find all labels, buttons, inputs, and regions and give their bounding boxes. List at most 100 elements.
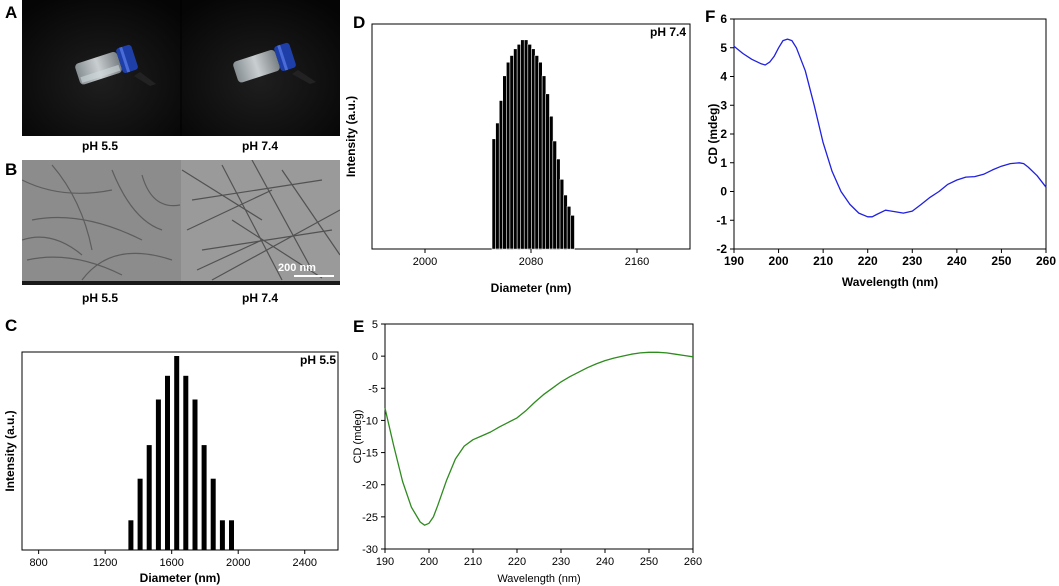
fibril-strands-right <box>181 160 340 281</box>
bar-18 <box>556 158 561 250</box>
y-tick-label-4: 2 <box>720 127 727 141</box>
bar-9 <box>210 478 216 550</box>
series-line-0 <box>733 38 1047 218</box>
y-tick-label-0: 5 <box>372 319 378 331</box>
x-axis-label: Wavelength (nm) <box>497 573 580 585</box>
bar-4 <box>506 61 511 250</box>
bar-5 <box>509 55 514 250</box>
y-tick-label-5: -20 <box>362 480 378 492</box>
vial-ph55 <box>75 44 138 85</box>
bar-7 <box>192 399 198 550</box>
x-tick-label-6: 250 <box>640 556 658 568</box>
bar-3 <box>155 399 161 550</box>
bar-14 <box>541 75 547 250</box>
annotation: pH 7.4 <box>650 25 686 39</box>
panel-letter-f: F <box>705 7 716 26</box>
y-tick-label-7: -30 <box>362 544 378 556</box>
y-tick-label-3: 3 <box>720 98 727 112</box>
tem-image-panel <box>22 160 340 285</box>
y-axis-label: Intensity (a.u.) <box>3 410 17 491</box>
chart-c-dls-ph55: 800 1200 1600 2000 2400 Diameter (nm) Intensit… <box>3 351 339 585</box>
bar-2 <box>146 445 152 550</box>
y-tick-label-6: 0 <box>720 185 727 199</box>
x-tick-label-7: 260 <box>684 556 702 568</box>
bar-6 <box>183 375 189 550</box>
panel-letter-c: C <box>5 316 18 335</box>
scale-bar-label: 200 nm <box>278 262 316 274</box>
y-tick-label-3: -10 <box>362 415 378 427</box>
chart-f-cd-ph74: 190 200 210 220 230 240 250 2606543210-1-2Wavel… <box>706 12 1056 289</box>
x-axis-label: Wavelength (nm) <box>842 275 938 289</box>
x-tick-label-4: 230 <box>902 254 922 268</box>
annotation: pH 5.5 <box>300 353 336 367</box>
tem-image-art <box>22 160 340 285</box>
bar-12 <box>534 55 539 250</box>
y-tick-label-7: -1 <box>716 213 727 227</box>
x-tick-label-6: 250 <box>991 254 1011 268</box>
bar-11 <box>229 520 234 550</box>
bar-8 <box>201 445 207 550</box>
plot-frame <box>384 323 694 550</box>
bar-17 <box>552 140 557 250</box>
x-tick-label-1: 200 <box>420 556 438 568</box>
y-tick-label-6: -25 <box>362 512 378 524</box>
x-tick-label-2: 210 <box>464 556 482 568</box>
x-tick-label-1: 1200 <box>93 557 117 569</box>
y-tick-label-2: -5 <box>368 383 378 395</box>
x-axis-label: Diameter (nm) <box>140 571 221 585</box>
bar-9 <box>523 39 529 250</box>
x-tick-label-2: 210 <box>813 254 833 268</box>
bar-3 <box>502 75 507 250</box>
series-line-0 <box>384 351 694 526</box>
y-tick-label-5: 1 <box>720 156 727 170</box>
y-tick-label-1: 5 <box>720 41 727 55</box>
x-tick-label-2: 2160 <box>625 256 649 268</box>
bar-1 <box>495 122 500 250</box>
x-tick-label-3: 220 <box>858 254 878 268</box>
x-tick-label-3: 2000 <box>226 557 250 569</box>
panel-letter-e: E <box>353 317 365 336</box>
bar-21 <box>566 206 572 250</box>
x-tick-label-0: 190 <box>724 254 744 268</box>
bar-10 <box>527 43 532 250</box>
x-axis-label: Diameter (nm) <box>491 281 572 295</box>
x-tick-label-3: 220 <box>508 556 526 568</box>
y-tick-label-2: 4 <box>720 70 727 84</box>
plot-frame <box>733 18 1047 250</box>
bar-8 <box>520 39 525 250</box>
bar-0 <box>128 520 134 550</box>
bar-13 <box>538 61 543 250</box>
bar-0 <box>491 138 497 250</box>
y-tick-label-4: -15 <box>362 448 378 460</box>
x-tick-label-7: 260 <box>1036 254 1056 268</box>
y-tick-label-0: 6 <box>720 12 727 26</box>
x-tick-label-0: 800 <box>29 557 47 569</box>
bar-4 <box>165 375 170 550</box>
x-tick-label-0: 2000 <box>413 256 437 268</box>
plot-frame <box>21 351 339 551</box>
x-tick-label-5: 240 <box>947 254 967 268</box>
panel-letter-a: A <box>5 3 18 22</box>
y-tick-label-8: -2 <box>716 242 727 256</box>
bar-10 <box>219 520 225 550</box>
bar-19 <box>559 179 565 250</box>
caption-b-ph55: pH 5.5 <box>81 291 118 305</box>
bar-6 <box>513 48 518 250</box>
x-tick-label-4: 230 <box>552 556 570 568</box>
x-tick-label-4: 2400 <box>292 557 316 569</box>
vial-photo-panel <box>22 0 340 136</box>
caption-a-ph74: pH 7.4 <box>241 139 278 153</box>
x-tick-label-1: 2080 <box>519 256 543 268</box>
x-tick-label-1: 200 <box>769 254 789 268</box>
bar-22 <box>570 215 575 250</box>
caption-b-ph74: pH 7.4 <box>241 291 278 305</box>
vial-ph74 <box>233 42 296 83</box>
bar-1 <box>137 478 143 550</box>
vial-photo-art <box>22 0 340 136</box>
x-tick-label-2: 1600 <box>159 557 183 569</box>
x-tick-label-5: 240 <box>596 556 614 568</box>
bar-15 <box>545 93 550 250</box>
panel-letter-b: B <box>5 160 18 179</box>
chart-e-cd-ph55: 190 200 210 220 230 240 250 260 5 0 -5 -10 -15 -20 -25… <box>352 319 702 585</box>
x-tick-label-0: 190 <box>376 556 394 568</box>
